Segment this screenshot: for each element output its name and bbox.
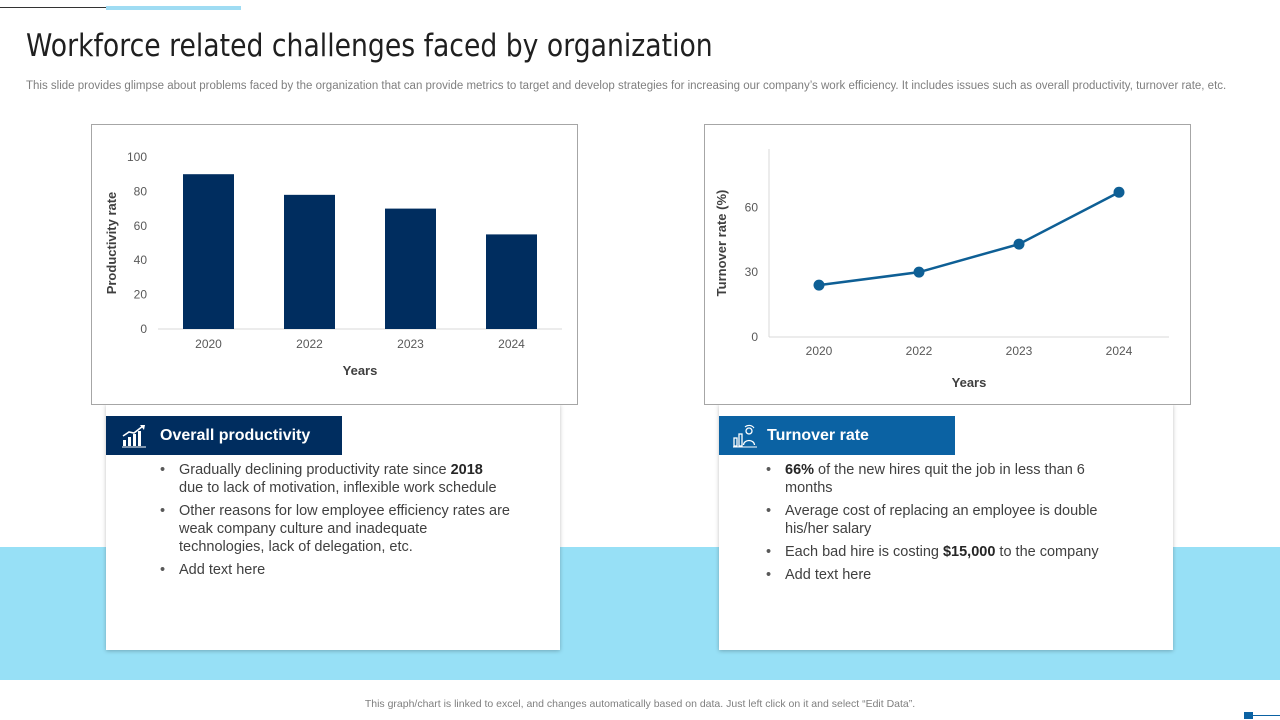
point-2022	[913, 266, 925, 278]
x-tick-label: 2024	[1106, 344, 1133, 358]
productivity-bullet-list: Gradually declining productivity rate si…	[160, 461, 510, 584]
x-tick-label: 2023	[397, 337, 424, 351]
bar-2022	[284, 194, 335, 329]
list-item: Add text here	[160, 561, 510, 579]
turnover-series-line	[818, 191, 1120, 287]
bar-2020	[183, 174, 234, 329]
growth-chart-icon	[120, 422, 148, 450]
turnover-chart[interactable]: 0 30 60 2020 2022 2023 2024 Years Turnover rate …	[704, 124, 1191, 405]
y-tick-label: 60	[134, 219, 148, 233]
turnover-label-bar: Turnover rate	[719, 416, 955, 455]
turnover-heading: Turnover rate	[767, 426, 869, 444]
productivity-bar-chart-svg: 0 20 40 60 80 100 2020 2022 2023 2024 Years Product…	[104, 150, 562, 378]
y-tick-label: 20	[134, 288, 148, 302]
y-tick-label: 30	[745, 265, 759, 279]
top-accent-bar	[106, 6, 241, 10]
x-tick-label: 2020	[806, 344, 833, 358]
point-2024	[1113, 186, 1125, 198]
corner-decor-line	[1253, 715, 1280, 716]
productivity-chart[interactable]: 0 20 40 60 80 100 2020 2022 2023 2024 Years Product…	[91, 124, 578, 405]
list-item: Average cost of replacing an employee is…	[766, 502, 1126, 538]
y-axis-title: Turnover rate (%)	[714, 190, 729, 297]
page-subtitle: This slide provides glimpse about proble…	[26, 80, 1227, 92]
y-axis-title: Productivity rate	[104, 192, 119, 295]
y-tick-label: 80	[134, 184, 148, 198]
x-axis-title: Years	[952, 375, 987, 390]
y-tick-label: 40	[134, 253, 148, 267]
y-tick-label: 0	[140, 322, 147, 336]
x-axis-title: Years	[343, 363, 378, 378]
top-decor-line	[0, 7, 106, 8]
x-tick-label: 2022	[906, 344, 933, 358]
productivity-heading: Overall productivity	[160, 426, 311, 444]
point-2020	[813, 279, 825, 291]
list-item: 66% of the new hires quit the job in les…	[766, 461, 1126, 497]
list-item: Other reasons for low employee efficienc…	[160, 502, 510, 556]
list-item: Each bad hire is costing $15,000 to the …	[766, 543, 1126, 561]
turnover-line-chart-svg: 0 30 60 2020 2022 2023 2024 Years Turnover rate …	[714, 149, 1169, 390]
turnover-bullet-list: 66% of the new hires quit the job in les…	[766, 461, 1126, 589]
x-tick-label: 2024	[498, 337, 525, 351]
productivity-label-bar: Overall productivity	[106, 416, 342, 455]
footer-note: This graph/chart is linked to excel, and…	[364, 698, 916, 710]
page-title: Workforce related challenges faced by or…	[26, 28, 713, 64]
x-tick-label: 2023	[1006, 344, 1033, 358]
x-tick-label: 2020	[195, 337, 222, 351]
x-tick-label: 2022	[296, 337, 323, 351]
corner-decor	[1244, 712, 1253, 719]
bar-2024	[486, 234, 537, 329]
y-tick-label: 60	[745, 200, 759, 214]
list-item: Gradually declining productivity rate si…	[160, 461, 510, 497]
employee-turnover-icon	[731, 422, 759, 450]
y-tick-label: 100	[127, 150, 147, 164]
bar-2023	[385, 208, 436, 329]
list-item: Add text here	[766, 566, 1126, 584]
point-2023	[1013, 238, 1025, 250]
y-tick-label: 0	[751, 330, 758, 344]
